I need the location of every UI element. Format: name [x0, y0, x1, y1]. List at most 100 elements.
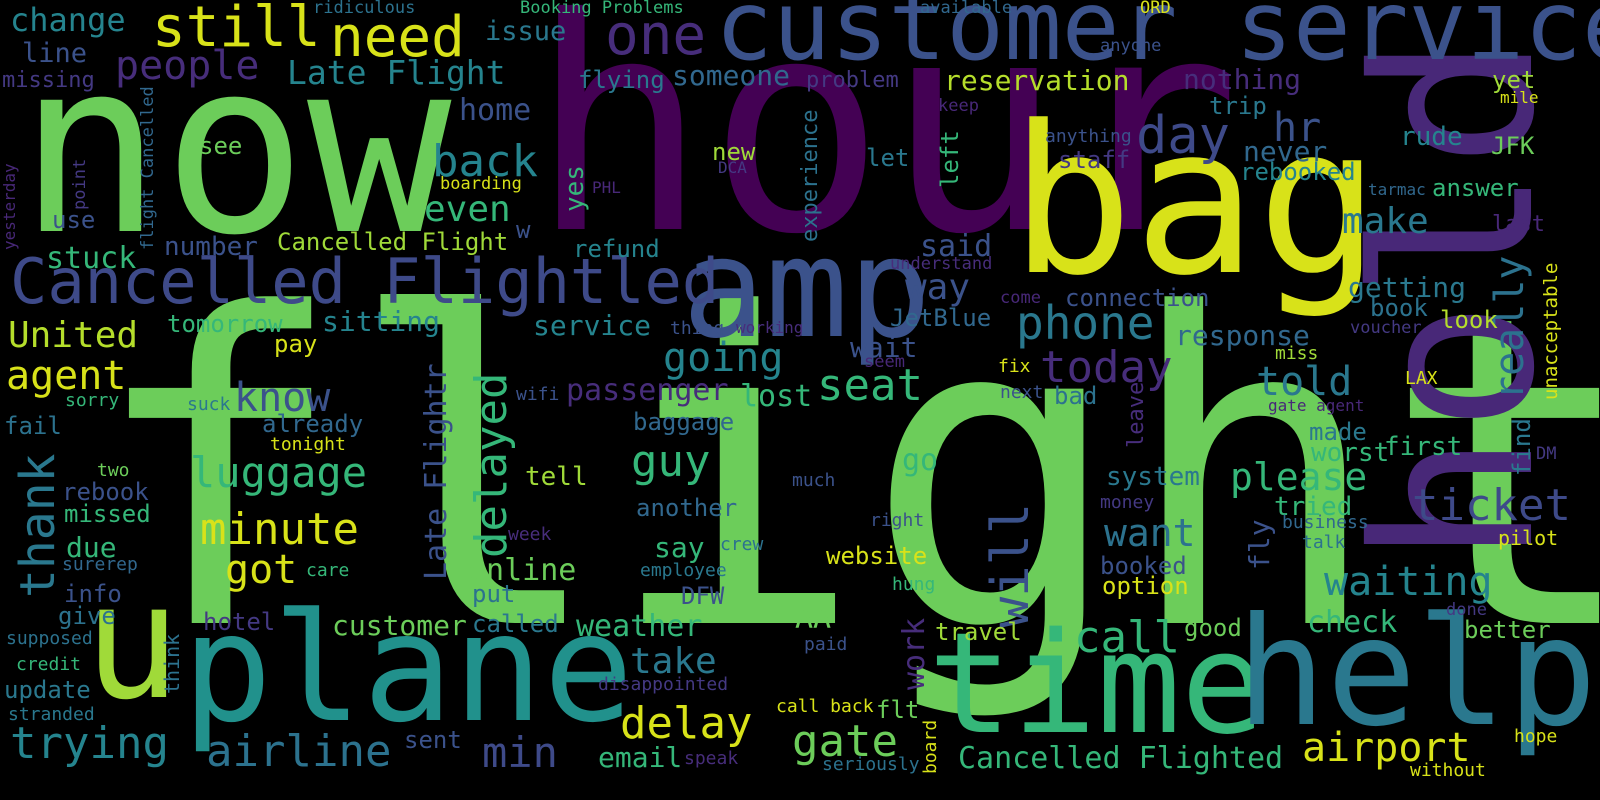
word-seat: seat: [817, 360, 923, 411]
word-tried: tried: [1274, 492, 1353, 522]
word-trip: trip: [1209, 92, 1267, 120]
word-supposed: supposed: [6, 628, 93, 649]
word-board: board: [920, 719, 941, 774]
word-agent: agent: [6, 353, 127, 399]
word-working: working: [736, 318, 804, 337]
word-travel: travel: [935, 618, 1022, 646]
word-new: new: [712, 138, 756, 166]
word-tonight: tonight: [270, 434, 346, 455]
word-still: still: [152, 0, 321, 60]
word-work: work: [897, 617, 932, 690]
word-problem: problem: [806, 68, 899, 93]
word-take: take: [630, 641, 717, 682]
word-bag: bag: [1010, 83, 1381, 321]
word-late-flightr: Late Flightr: [419, 363, 454, 580]
word-done: done: [1446, 600, 1487, 620]
word-seriously: seriously: [822, 754, 920, 775]
word-amp: amp: [682, 208, 932, 369]
word-nothing: nothing: [1183, 63, 1302, 96]
word-go: go: [902, 443, 939, 478]
word-another: another: [636, 494, 738, 522]
word-missed: missed: [64, 500, 151, 528]
word-stranded: stranded: [8, 704, 95, 725]
word-leave: leave: [1124, 381, 1149, 448]
word-change: change: [10, 1, 126, 39]
word-update: update: [4, 676, 91, 704]
word-line: line: [22, 38, 88, 69]
word-wait: wait: [850, 331, 918, 364]
word-cancelled-flighted: Cancelled Flighted: [958, 741, 1284, 776]
word-wifi: wifi: [516, 384, 560, 405]
word-sent: sent: [404, 726, 462, 754]
word-mile: mile: [1500, 88, 1539, 107]
word-rebook: rebook: [62, 478, 149, 506]
word-plane: plane: [182, 582, 634, 756]
word-help: help: [1236, 586, 1598, 760]
word-answer: answer: [1432, 174, 1519, 202]
word-united: United: [8, 315, 139, 356]
word-got: got: [225, 547, 298, 593]
word-money: money: [1100, 492, 1155, 513]
word-refund: refund: [573, 235, 660, 263]
word-tomorrow: tomorrow: [167, 310, 283, 338]
word-gate: gate: [792, 716, 898, 767]
word-crew: crew: [720, 534, 764, 555]
word-ridiculous: ridiculous: [313, 0, 416, 18]
word-bad: bad: [1054, 382, 1098, 410]
word-say: say: [654, 531, 705, 564]
word-even: even: [424, 189, 511, 230]
word-number: number: [164, 232, 258, 262]
word-w: w: [516, 216, 531, 244]
word-worst: worst: [1311, 438, 1390, 468]
word-info: info: [64, 580, 122, 608]
word-yesterday: yesterday: [0, 163, 19, 250]
word-option: option: [1102, 572, 1189, 600]
word-people: people: [115, 43, 260, 89]
word-day: day: [1136, 106, 1230, 166]
word-right: right: [870, 510, 925, 531]
word-booking-problems: Booking Problems: [520, 0, 684, 18]
word-hr: hr: [1273, 105, 1322, 151]
word-please: please: [1230, 455, 1368, 499]
word-put: put: [472, 580, 516, 608]
word-customer: customer: [332, 609, 467, 642]
word-think: think: [160, 633, 184, 694]
word-thank: thank: [10, 453, 66, 599]
word-today: today: [1040, 342, 1173, 393]
word-dca: DCA: [718, 158, 747, 177]
word-understand: understand: [890, 254, 993, 274]
word-told: told: [1256, 359, 1353, 405]
word-find: find: [1508, 418, 1536, 476]
word-someone: someone: [672, 59, 791, 92]
word-tell: tell: [525, 462, 588, 492]
word-already: already: [262, 410, 364, 438]
word-hung: hung: [892, 574, 936, 595]
word-next: next: [1000, 382, 1044, 403]
word-u: u: [84, 548, 181, 735]
word-look: look: [1440, 306, 1498, 334]
word-lost: lost: [740, 379, 813, 414]
word-yet: yet: [1492, 66, 1536, 94]
word-left: left: [936, 130, 964, 188]
word-cancelled-flight: Cancelled Flight: [277, 228, 509, 256]
word-system: system: [1106, 462, 1200, 492]
word-connection: connection: [1065, 284, 1210, 312]
word-passenger: passenger: [566, 373, 729, 408]
word-booked: booked: [1100, 552, 1187, 580]
word-let: let: [866, 144, 910, 172]
word-fix: fix: [998, 356, 1031, 377]
word-flight: flight: [88, 225, 1600, 725]
word-thing: thing: [670, 318, 725, 339]
word-baggage: baggage: [633, 408, 735, 436]
word-tarmac: tarmac: [1368, 180, 1426, 199]
word-ticket: ticket: [1412, 480, 1571, 531]
word-service: service: [533, 309, 652, 342]
word-available: available: [920, 0, 1013, 18]
word-time: time: [928, 603, 1266, 766]
word-dm: DM: [1536, 444, 1557, 464]
word-give: give: [58, 602, 116, 630]
word-employee: employee: [640, 560, 727, 581]
word-issue: issue: [485, 16, 567, 47]
word-fail: fail: [4, 412, 62, 440]
word-boarding: boarding: [440, 174, 522, 194]
